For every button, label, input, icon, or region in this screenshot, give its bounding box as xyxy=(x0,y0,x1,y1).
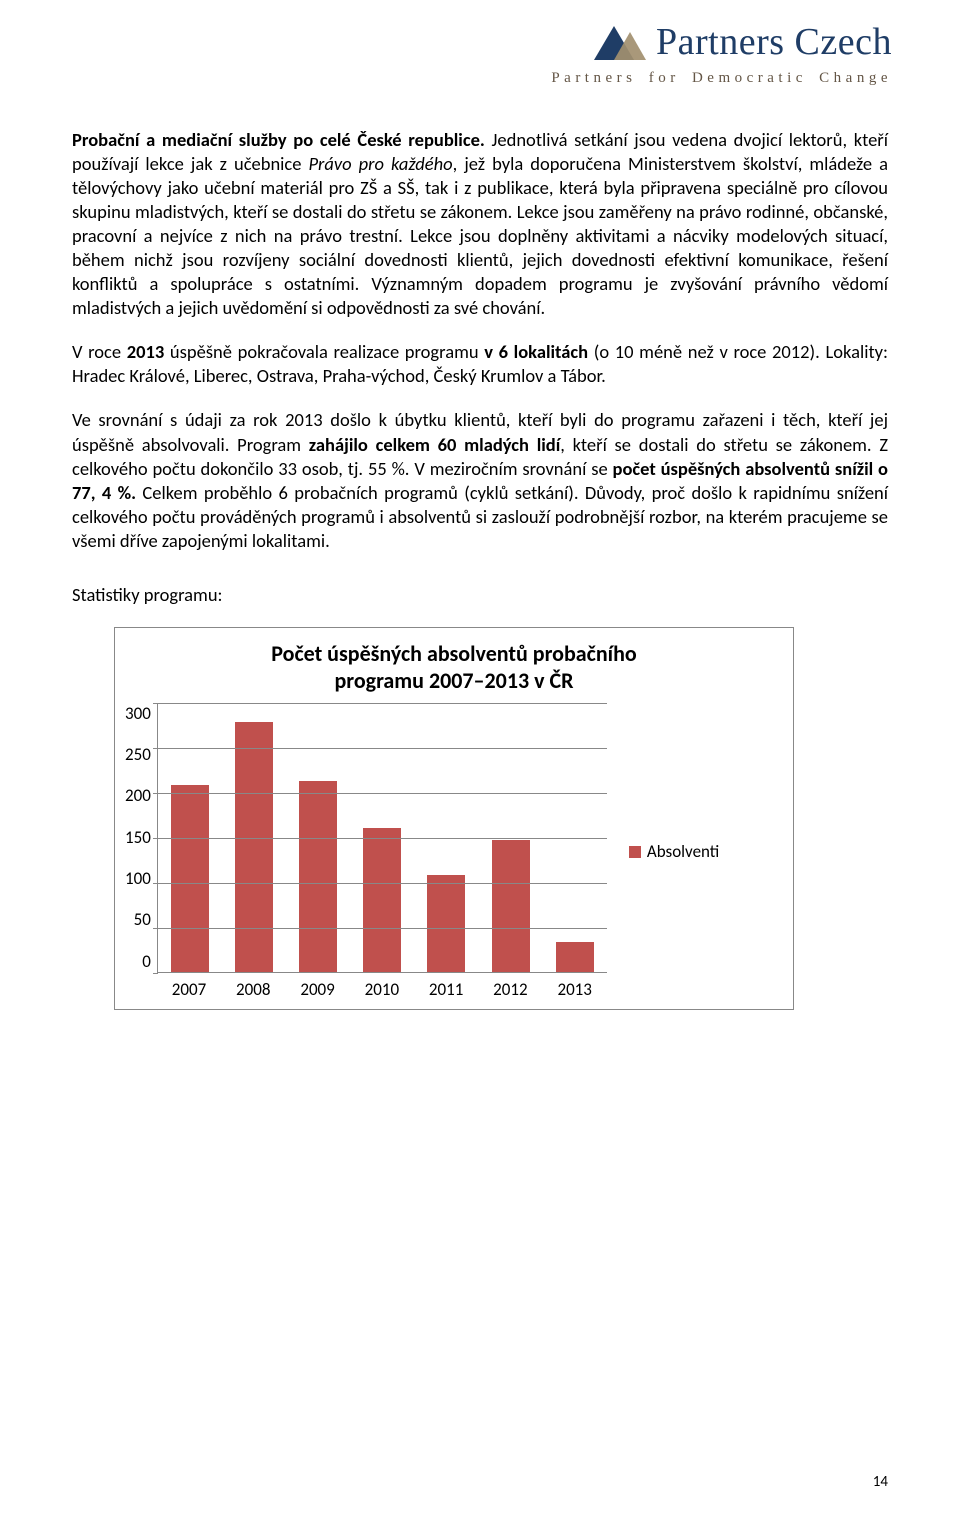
chart-tick xyxy=(153,793,158,794)
paragraph-1: Probační a mediační služby po celé České… xyxy=(72,128,888,320)
y-tick-label: 100 xyxy=(125,868,151,890)
bar-slot xyxy=(350,828,414,972)
legend-swatch xyxy=(629,846,641,858)
chart-title: Počet úspěšných absolventů probačního pr… xyxy=(125,640,783,695)
statistics-heading: Statistiky programu: xyxy=(72,583,888,607)
chart-tick xyxy=(153,883,158,884)
legend-label: Absolventi xyxy=(647,841,719,863)
para1-italic: Právo pro každého xyxy=(309,152,453,175)
para2-b1: 2013 xyxy=(127,340,165,363)
bar-2012 xyxy=(492,840,530,971)
logo-company-name: Partners Czech xyxy=(656,18,892,67)
bar-slot xyxy=(479,840,543,971)
para2-t2: úspěšně pokračovala realizace programu xyxy=(164,340,484,363)
y-tick-label: 50 xyxy=(134,909,151,931)
chart-tick xyxy=(153,838,158,839)
x-tick-label: 2009 xyxy=(285,979,349,1001)
chart-legend: Absolventi xyxy=(607,841,719,863)
logo-block: Partners Czech Partners for Democratic C… xyxy=(551,18,892,89)
chart-title-line2: programu 2007–2013 v ČR xyxy=(334,667,573,694)
paragraph-2: V roce 2013 úspěšně pokračovala realizac… xyxy=(72,340,888,388)
bar-2009 xyxy=(299,781,337,972)
para3-b1: zahájilo celkem 60 mladých lidí xyxy=(309,433,560,456)
bar-2007 xyxy=(171,785,209,972)
chart-gridline xyxy=(158,793,607,794)
para3-t3: Celkem proběhlo 6 probačních programů (c… xyxy=(72,481,888,552)
bar-chart: Počet úspěšných absolventů probačního pr… xyxy=(114,627,794,1010)
bar-slot xyxy=(222,722,286,972)
x-tick-label: 2013 xyxy=(543,979,607,1001)
y-tick-label: 250 xyxy=(125,744,151,766)
bar-2008 xyxy=(235,722,273,972)
paragraph-3: Ve srovnání s údaji za rok 2013 došlo k … xyxy=(72,408,888,552)
para2-b2: v 6 lokalitách xyxy=(484,340,588,363)
x-tick-label: 2007 xyxy=(157,979,221,1001)
chart-tick xyxy=(153,928,158,929)
x-tick-label: 2008 xyxy=(221,979,285,1001)
y-tick-label: 200 xyxy=(125,785,151,807)
chart-tick xyxy=(153,973,158,974)
partners-logo-mark xyxy=(590,22,646,64)
page-number: 14 xyxy=(873,1473,888,1493)
bar-slot xyxy=(543,942,607,972)
chart-tick xyxy=(153,703,158,704)
para2-t1: V roce xyxy=(72,340,127,363)
para1-text-b: , jež byla doporučena Ministerstvem škol… xyxy=(72,152,888,319)
chart-gridline xyxy=(158,928,607,929)
chart-gridline xyxy=(158,748,607,749)
logo-tagline: Partners for Democratic Change xyxy=(551,69,892,89)
y-tick-label: 300 xyxy=(125,703,151,725)
chart-tick xyxy=(153,748,158,749)
bar-slot xyxy=(286,781,350,972)
bar-slot xyxy=(414,875,478,972)
x-tick-label: 2010 xyxy=(350,979,414,1001)
bar-slot xyxy=(158,785,222,972)
chart-plot-area xyxy=(157,703,607,973)
y-tick-label: 0 xyxy=(142,951,151,973)
chart-gridline xyxy=(158,838,607,839)
chart-gridline xyxy=(158,703,607,704)
chart-title-line1: Počet úspěšných absolventů probačního xyxy=(271,640,636,667)
x-tick-label: 2012 xyxy=(478,979,542,1001)
bar-2013 xyxy=(556,942,594,972)
x-tick-label: 2011 xyxy=(414,979,478,1001)
bar-2011 xyxy=(427,875,465,972)
bar-2010 xyxy=(363,828,401,972)
y-tick-label: 150 xyxy=(125,827,151,849)
chart-x-axis: 2007200820092010201120122013 xyxy=(157,973,607,1001)
chart-gridline xyxy=(158,883,607,884)
para1-lead: Probační a mediační služby po celé České… xyxy=(72,128,485,151)
